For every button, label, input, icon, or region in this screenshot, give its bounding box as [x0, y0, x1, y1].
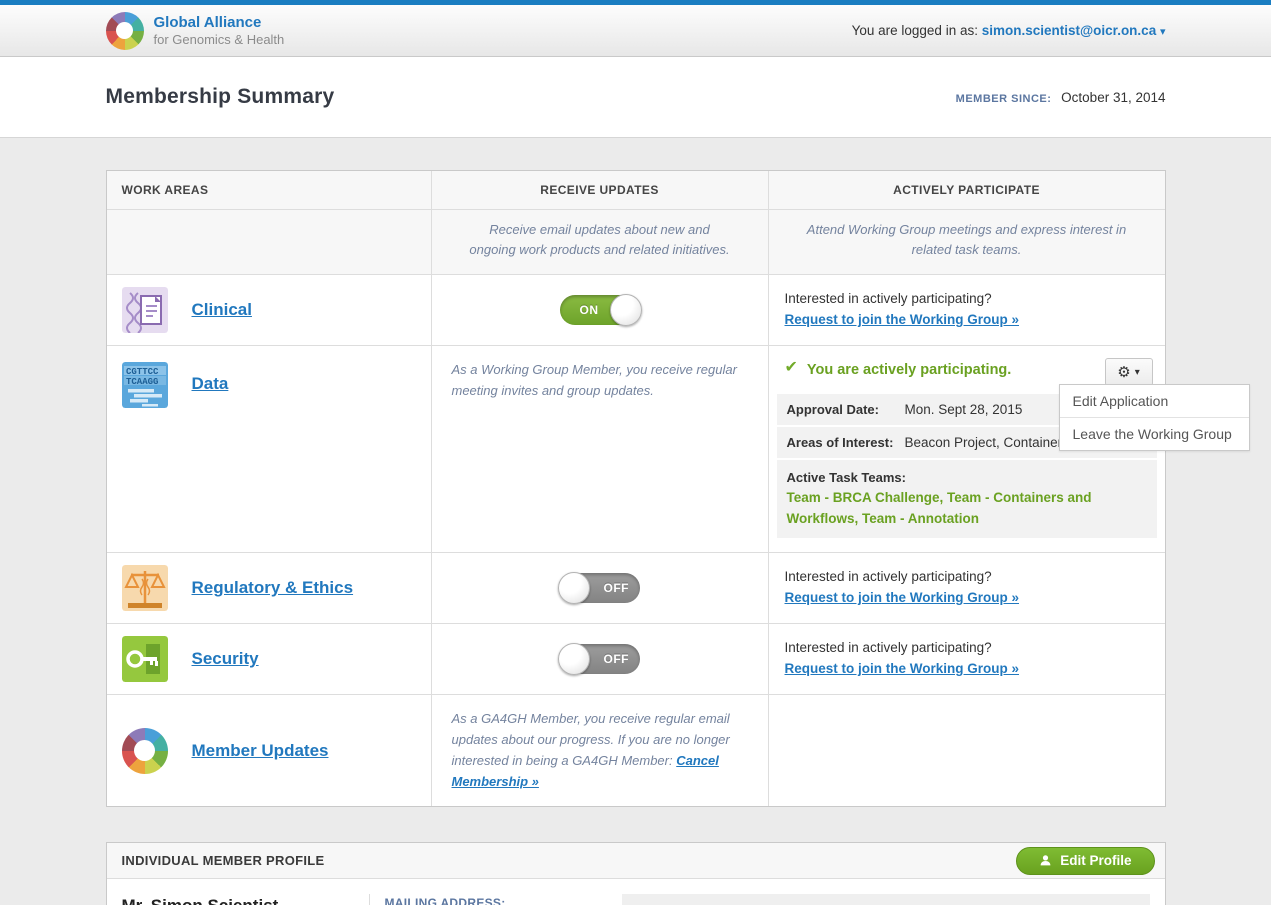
site-header: Global Alliance for Genomics & Health Yo…	[0, 5, 1271, 57]
work-area-link-clinical[interactable]: Clinical	[191, 300, 252, 320]
login-email-link[interactable]: simon.scientist@oicr.on.ca	[981, 23, 1157, 38]
person-icon	[1040, 855, 1051, 866]
col-header-actively-participate: ACTIVELY PARTICIPATE	[767, 171, 1165, 209]
col-header-receive-updates: RECEIVE UPDATES	[430, 171, 768, 209]
toggle-off-label: OFF	[603, 652, 629, 667]
svg-text:CGTTCC: CGTTCC	[126, 367, 159, 377]
top-accent-bar	[0, 0, 1271, 5]
mailing-address-label: MAILING ADDRESS:	[384, 896, 506, 905]
toggle-off-label: OFF	[603, 581, 629, 596]
table-header-row: WORK AREAS RECEIVE UPDATES ACTIVELY PART…	[106, 171, 1165, 209]
work-area-link-member-updates[interactable]: Member Updates	[191, 740, 329, 760]
member-updates-note: As a GA4GH Member, you receive regular e…	[432, 695, 768, 806]
participate-description: Attend Working Group meetings and expres…	[767, 210, 1165, 275]
work-area-link-regulatory-ethics[interactable]: Regulatory & Ethics	[191, 578, 354, 598]
table-row-security: Security OFF Interested in actively part…	[106, 623, 1165, 695]
individual-member-profile-panel: INDIVIDUAL MEMBER PROFILE Edit Profile M…	[105, 842, 1166, 905]
brand-title: Global Alliance	[153, 14, 262, 31]
interested-prompt: Interested in actively participating?	[784, 640, 992, 656]
brand[interactable]: Global Alliance for Genomics & Health	[105, 11, 285, 50]
data-middle-note: As a Working Group Member, you receive r…	[451, 362, 737, 398]
regulatory-ethics-icon	[121, 565, 168, 612]
active-task-teams: Active Task Teams: Team - BRCA Challenge…	[776, 460, 1157, 539]
menu-item-edit-application[interactable]: Edit Application	[1072, 393, 1169, 410]
toggle-knob[interactable]	[557, 643, 590, 676]
active-task-teams-value: Team - BRCA Challenge, Team - Containers…	[786, 490, 1092, 527]
login-status: You are logged in as: simon.scientist@oi…	[852, 23, 1166, 38]
areas-of-interest-value: Beacon Project, Container	[904, 435, 1063, 451]
table-row-clinical: Clinical ON Interested in actively parti…	[106, 274, 1165, 346]
security-updates-toggle[interactable]: OFF	[557, 643, 640, 676]
join-working-group-link-security[interactable]: Request to join the Working Group »	[784, 661, 1020, 677]
areas-of-interest-label: Areas of Interest:	[786, 435, 894, 451]
profile-name: Mr. Simon Scientist	[122, 896, 354, 905]
work-area-link-security[interactable]: Security	[191, 649, 259, 669]
edit-profile-label: Edit Profile	[1060, 853, 1132, 869]
profile-mailing-address: MAILING ADDRESS: MaRS Centre 661 Univers…	[370, 894, 622, 905]
join-working-group-link-clinical[interactable]: Request to join the Working Group »	[784, 312, 1020, 328]
member-updates-note-text: As a GA4GH Member, you receive regular e…	[451, 711, 730, 768]
clinical-icon	[121, 287, 168, 334]
member-since-value: October 31, 2014	[1061, 89, 1166, 105]
toggle-knob[interactable]	[609, 294, 642, 327]
col-header-work-areas: WORK AREAS	[121, 183, 209, 197]
cancel-membership-link[interactable]: Cancel Membership »	[451, 752, 719, 789]
table-row-data: CGTTCC TCAAGG Data As a Working Group Me…	[106, 345, 1250, 553]
toggle-knob[interactable]	[557, 572, 590, 605]
active-task-teams-label: Active Task Teams:	[786, 470, 906, 486]
profile-identity: Mr. Simon Scientist Sr. Scientist Ontari…	[122, 894, 370, 905]
data-settings-button[interactable]: ⚙ ▾	[1104, 358, 1153, 387]
edit-profile-button[interactable]: Edit Profile	[1016, 846, 1155, 875]
member-updates-icon	[121, 727, 168, 774]
toggle-on-label: ON	[579, 303, 599, 318]
interested-prompt: Interested in actively participating?	[784, 291, 992, 307]
regulatory-updates-toggle[interactable]: OFF	[557, 572, 640, 605]
menu-item-leave-working-group[interactable]: Leave the Working Group	[1059, 417, 1249, 450]
settings-dropdown-menu: Edit Application Leave the Working Group	[1058, 384, 1250, 452]
page-title: Membership Summary	[105, 85, 335, 108]
member-since-label: MEMBER SINCE:	[955, 92, 1052, 105]
profile-why-box: WHY DO YOU WANT TO BE A MEMBER OF THE GL…	[621, 894, 1150, 905]
join-working-group-link-regulatory[interactable]: Request to join the Working Group »	[784, 590, 1020, 606]
login-prefix: You are logged in as:	[851, 23, 978, 38]
check-icon: ✔	[784, 359, 798, 377]
security-icon	[121, 636, 168, 683]
ga4gh-logo-icon	[105, 11, 144, 50]
account-caret-down-icon[interactable]: ▾	[1159, 26, 1166, 38]
participating-text: You are actively participating.	[806, 362, 1012, 379]
table-row-member-updates: Member Updates As a GA4GH Member, you re…	[106, 694, 1165, 807]
work-area-link-data[interactable]: Data	[191, 374, 229, 394]
profile-panel-title: INDIVIDUAL MEMBER PROFILE	[121, 853, 325, 869]
title-band: Membership Summary MEMBER SINCE: October…	[0, 57, 1271, 138]
brand-subtitle: for Genomics & Health	[153, 32, 285, 47]
gear-caret-down-icon: ▾	[1134, 366, 1140, 378]
approval-date-label: Approval Date:	[786, 402, 879, 418]
work-areas-table: WORK AREAS RECEIVE UPDATES ACTIVELY PART…	[105, 170, 1250, 808]
data-icon: CGTTCC TCAAGG	[121, 362, 168, 409]
member-since: MEMBER SINCE: October 31, 2014	[956, 90, 1166, 105]
svg-text:TCAAGG: TCAAGG	[126, 377, 158, 387]
receive-updates-description: Receive email updates about new and ongo…	[430, 210, 768, 275]
table-description-row: Receive email updates about new and ongo…	[106, 209, 1165, 275]
approval-date-value: Mon. Sept 28, 2015	[904, 402, 1023, 418]
table-row-regulatory-ethics: Regulatory & Ethics OFF Interested in ac…	[106, 552, 1165, 624]
interested-prompt: Interested in actively participating?	[784, 569, 992, 585]
gear-icon: ⚙	[1117, 363, 1131, 381]
clinical-updates-toggle[interactable]: ON	[559, 294, 642, 327]
